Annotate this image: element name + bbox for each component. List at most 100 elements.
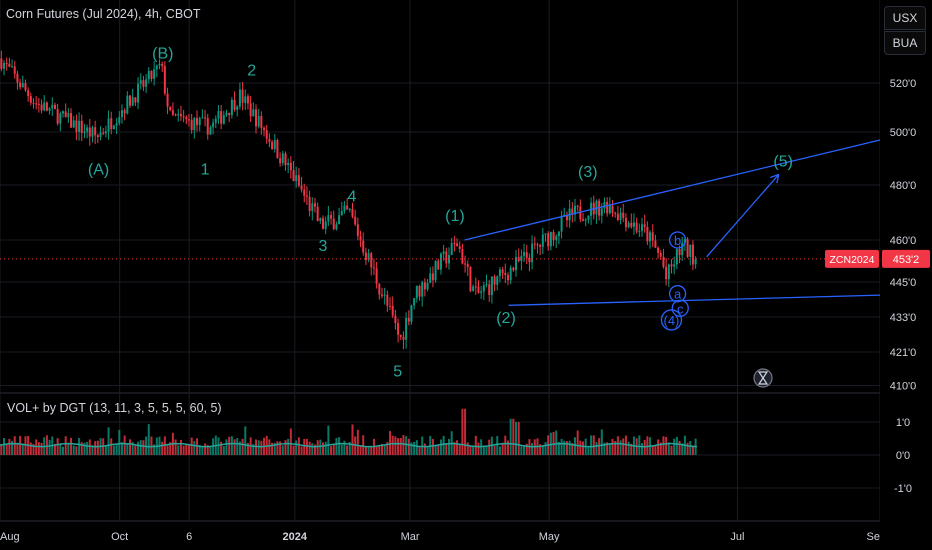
candle-body[interactable]	[354, 216, 357, 225]
candle-body[interactable]	[480, 291, 483, 293]
candle-body[interactable]	[405, 317, 408, 340]
candle-body[interactable]	[169, 106, 172, 111]
candle-body[interactable]	[196, 117, 199, 126]
candle-body[interactable]	[13, 66, 16, 74]
symbol-tag[interactable]	[825, 249, 879, 268]
candle-body[interactable]	[670, 264, 673, 267]
candle-body[interactable]	[249, 103, 252, 117]
candle-body[interactable]	[43, 102, 46, 111]
candle-body[interactable]	[520, 255, 523, 262]
candle-body[interactable]	[91, 127, 94, 137]
candle-body[interactable]	[630, 222, 633, 227]
candle-body[interactable]	[29, 96, 32, 103]
candle-body[interactable]	[273, 140, 276, 149]
candle-body[interactable]	[659, 252, 662, 257]
candle-body[interactable]	[225, 112, 228, 116]
candle-body[interactable]	[112, 125, 115, 129]
candle-body[interactable]	[624, 217, 627, 228]
candle-body[interactable]	[220, 111, 223, 124]
circled-wave-marker[interactable]	[668, 285, 687, 303]
candle-body[interactable]	[407, 317, 410, 322]
candle-body[interactable]	[246, 96, 249, 104]
candle-body[interactable]	[362, 240, 365, 253]
candle-body[interactable]	[490, 276, 493, 296]
volume-pane[interactable]	[0, 408, 698, 455]
candle-body[interactable]	[230, 99, 233, 116]
candle-body[interactable]	[185, 117, 188, 120]
candle-body[interactable]	[150, 70, 153, 79]
candle-body[interactable]	[319, 218, 322, 221]
candle-body[interactable]	[228, 112, 231, 116]
candle-body[interactable]	[19, 82, 22, 88]
candle-body[interactable]	[673, 264, 676, 267]
candle-body[interactable]	[268, 138, 271, 142]
candle-body[interactable]	[442, 251, 445, 254]
candle-body[interactable]	[137, 83, 140, 103]
candle-body[interactable]	[287, 162, 290, 166]
candle-body[interactable]	[579, 206, 582, 220]
candle-body[interactable]	[560, 216, 563, 232]
candle-body[interactable]	[8, 63, 11, 67]
candle-body[interactable]	[37, 103, 40, 105]
candle-body[interactable]	[445, 251, 448, 264]
candle-body[interactable]	[686, 239, 689, 257]
candle-body[interactable]	[190, 119, 193, 131]
candle-body[interactable]	[635, 222, 638, 232]
candle-body[interactable]	[254, 109, 257, 127]
candle-body[interactable]	[204, 117, 207, 119]
circled-wave-marker[interactable]	[660, 309, 683, 331]
candle-body[interactable]	[276, 140, 279, 159]
candle-body[interactable]	[241, 89, 244, 103]
candle-body[interactable]	[646, 226, 649, 242]
candle-body[interactable]	[233, 99, 236, 110]
candle-body[interactable]	[161, 63, 164, 67]
candle-body[interactable]	[244, 96, 247, 103]
candle-body[interactable]	[675, 249, 678, 265]
candle-body[interactable]	[145, 79, 148, 87]
candle-body[interactable]	[525, 252, 528, 258]
candle-body[interactable]	[94, 127, 97, 136]
candle-body[interactable]	[281, 153, 284, 164]
candle-body[interactable]	[40, 104, 43, 111]
candle-body[interactable]	[96, 135, 99, 138]
channel-trendline[interactable]	[464, 139, 881, 241]
candle-body[interactable]	[120, 110, 123, 117]
candle-body[interactable]	[343, 205, 346, 212]
candle-body[interactable]	[689, 244, 692, 257]
candle-body[interactable]	[536, 244, 539, 246]
candle-body[interactable]	[614, 212, 617, 214]
candle-body[interactable]	[193, 117, 196, 131]
candle-body[interactable]	[3, 62, 6, 69]
candle-body[interactable]	[399, 334, 402, 337]
candle-body[interactable]	[139, 80, 142, 84]
candle-body[interactable]	[27, 90, 30, 97]
candle-body[interactable]	[423, 282, 426, 290]
candle-body[interactable]	[512, 267, 515, 271]
candle-body[interactable]	[415, 285, 418, 299]
candle-body[interactable]	[608, 205, 611, 214]
candle-body[interactable]	[324, 221, 327, 229]
candle-body[interactable]	[335, 224, 338, 230]
candle-body[interactable]	[16, 73, 19, 83]
candle-body[interactable]	[456, 243, 459, 247]
candle-body[interactable]	[482, 285, 485, 292]
candle-body[interactable]	[171, 110, 174, 115]
candle-body[interactable]	[389, 305, 392, 307]
candle-body[interactable]	[681, 242, 684, 256]
candle-body[interactable]	[86, 127, 89, 132]
candle-body[interactable]	[531, 243, 534, 263]
candle-body[interactable]	[517, 257, 520, 262]
candle-body[interactable]	[56, 109, 59, 124]
candle-body[interactable]	[330, 215, 333, 219]
elliott-wave-label[interactable]: 3	[319, 238, 328, 255]
candle-body[interactable]	[182, 116, 185, 118]
candle-body[interactable]	[619, 212, 622, 220]
candle-body[interactable]	[694, 259, 697, 265]
channel-trendline[interactable]	[508, 294, 881, 306]
candle-body[interactable]	[509, 267, 512, 281]
candle-body[interactable]	[413, 298, 416, 306]
candle-body[interactable]	[295, 175, 298, 182]
candle-body[interactable]	[643, 224, 646, 227]
elliott-wave-label[interactable]: (2)	[496, 310, 516, 327]
candle-body[interactable]	[504, 272, 507, 275]
